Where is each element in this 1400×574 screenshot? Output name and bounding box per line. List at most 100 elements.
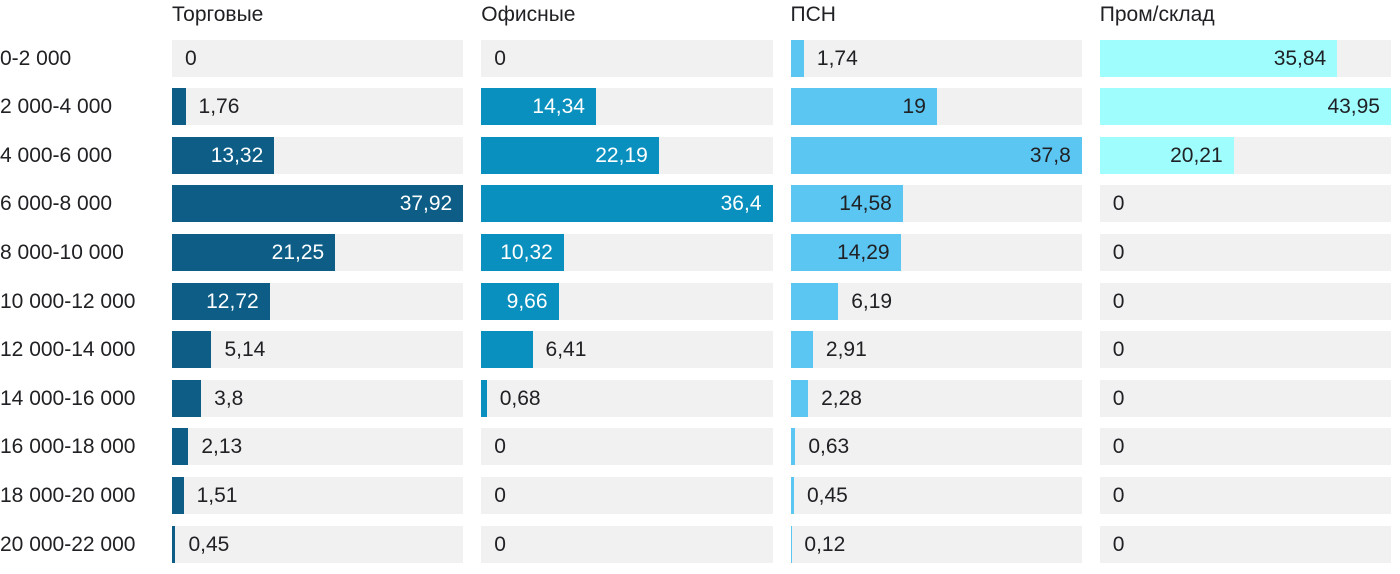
bar xyxy=(172,428,189,466)
bar-track: 0,45 xyxy=(790,476,1082,514)
bar: 9,66 xyxy=(481,282,559,320)
bar-track: 0,63 xyxy=(790,428,1082,466)
bar: 36,4 xyxy=(481,185,773,223)
bar-track: 0 xyxy=(481,525,773,563)
row-label: 2 000-4 000 xyxy=(0,95,113,119)
bar xyxy=(790,379,809,417)
value-label: 0 xyxy=(1112,289,1125,313)
bar: 21,25 xyxy=(172,233,336,271)
value-label: 2,28 xyxy=(821,386,862,410)
bar: 14,29 xyxy=(790,233,901,271)
bar-track: 0 xyxy=(481,428,773,466)
bar-track: 35,84 xyxy=(1099,39,1391,77)
bar-track: 0 xyxy=(1099,331,1391,369)
column-header: Пром/склад xyxy=(1099,3,1215,26)
value-label: 21,25 xyxy=(271,240,325,264)
value-label: 0 xyxy=(494,532,506,556)
bar: 43,95 xyxy=(1099,88,1391,126)
value-label: 37,8 xyxy=(1029,143,1071,167)
bar-track: 22,19 xyxy=(481,136,773,174)
bar-track: 6,41 xyxy=(481,331,773,369)
bar-track: 5,14 xyxy=(172,331,464,369)
bar: 10,32 xyxy=(481,233,564,271)
value-label: 0,68 xyxy=(499,386,541,410)
value-label: 0,45 xyxy=(806,483,848,507)
bar-track: 2,91 xyxy=(790,331,1082,369)
row-label: 14 000-16 000 xyxy=(0,386,136,410)
value-label: 0 xyxy=(1112,240,1125,264)
bar xyxy=(790,331,813,369)
bar xyxy=(790,525,792,563)
bar-track: 43,95 xyxy=(1099,88,1391,126)
value-label: 36,4 xyxy=(720,192,762,216)
bar-track: 0 xyxy=(1099,428,1391,466)
bar-track: 36,4 xyxy=(481,185,773,223)
bar-track: 0 xyxy=(1099,476,1391,514)
value-label: 2,91 xyxy=(825,338,867,362)
bar-track: 37,92 xyxy=(172,185,464,223)
column-header: ПСН xyxy=(790,3,836,26)
bar-track: 13,32 xyxy=(172,136,464,174)
value-label: 13,32 xyxy=(210,143,264,167)
row-label: 20 000-22 000 xyxy=(0,532,136,556)
bar-track: 10,32 xyxy=(481,233,773,271)
value-label: 0 xyxy=(1112,338,1125,362)
value-label: 0 xyxy=(494,435,506,459)
bar: 12,72 xyxy=(172,282,270,320)
value-label: 0,12 xyxy=(804,532,846,556)
bar-track: 20,21 xyxy=(1099,136,1391,174)
value-label: 0,45 xyxy=(188,532,230,556)
bar xyxy=(790,428,796,466)
value-label: 9,66 xyxy=(506,289,548,313)
row-label: 6 000-8 000 xyxy=(0,192,113,216)
column-header: Офисные xyxy=(481,3,576,26)
bar: 14,58 xyxy=(790,185,903,223)
row-label: 10 000-12 000 xyxy=(0,289,136,313)
value-label: 22,19 xyxy=(595,143,648,167)
bar: 19 xyxy=(790,88,937,126)
bar xyxy=(790,282,839,320)
value-label: 14,58 xyxy=(839,192,892,216)
bar: 37,92 xyxy=(172,185,464,223)
bar: 37,8 xyxy=(790,136,1082,174)
bar xyxy=(172,331,212,369)
value-label: 14,29 xyxy=(837,240,890,264)
value-label: 5,14 xyxy=(224,338,266,362)
bar-track: 21,25 xyxy=(172,233,464,271)
bar-track: 37,8 xyxy=(790,136,1082,174)
value-label: 20,21 xyxy=(1170,143,1223,167)
bar-track: 0 xyxy=(1099,525,1391,563)
value-label: 14,34 xyxy=(532,95,585,119)
bar: 20,21 xyxy=(1099,136,1234,174)
bar-track: 0 xyxy=(481,39,773,77)
bar-track: 9,66 xyxy=(481,282,773,320)
value-label: 0 xyxy=(1112,483,1125,507)
column-header: Торговые xyxy=(172,3,264,26)
bar-track: 2,28 xyxy=(790,379,1082,417)
row-label: 0-2 000 xyxy=(0,46,72,70)
row-label: 16 000-18 000 xyxy=(0,435,136,459)
value-label: 19 xyxy=(902,95,926,119)
value-label: 0,63 xyxy=(808,435,850,459)
bar-track: 2,13 xyxy=(172,428,464,466)
bar-track: 0 xyxy=(481,476,773,514)
value-label: 1,76 xyxy=(198,95,240,119)
bar-track: 1,51 xyxy=(172,476,464,514)
bar xyxy=(172,476,184,514)
value-label: 0 xyxy=(1112,435,1125,459)
bar: 13,32 xyxy=(172,136,275,174)
value-label: 0 xyxy=(494,46,506,70)
value-label: 43,95 xyxy=(1327,95,1380,119)
value-label: 12,72 xyxy=(206,289,259,313)
bar-track: 0 xyxy=(1099,233,1391,271)
value-label: 37,92 xyxy=(399,192,453,216)
bar xyxy=(481,379,487,417)
value-label: 0 xyxy=(1112,532,1125,556)
value-label: 6,19 xyxy=(851,289,893,313)
bar-track: 0 xyxy=(1099,379,1391,417)
bar xyxy=(172,88,186,126)
bar xyxy=(790,39,804,77)
bar-track: 19 xyxy=(790,88,1082,126)
header-corner-spacer xyxy=(0,2,154,28)
